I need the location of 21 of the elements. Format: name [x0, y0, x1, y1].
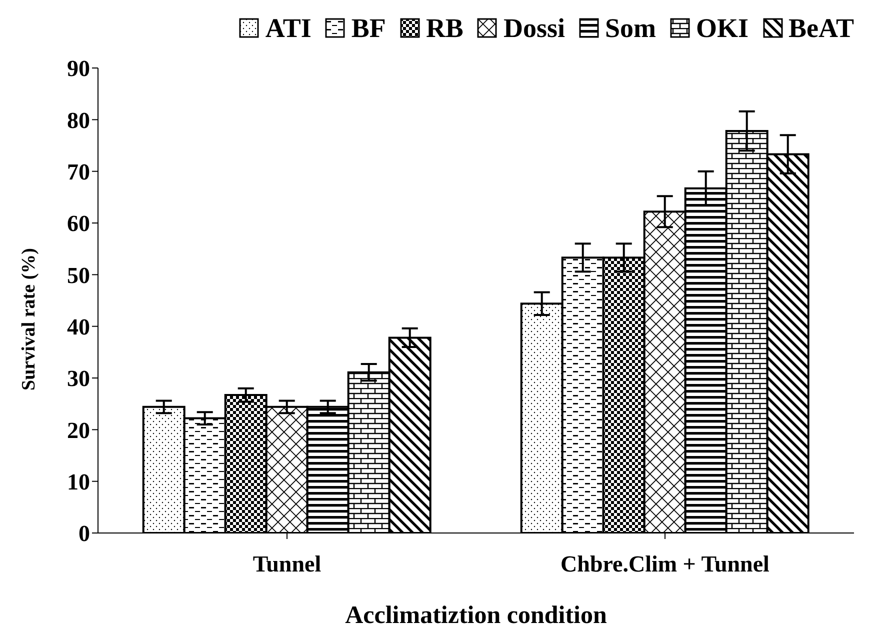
y-tick-label: 90 — [67, 56, 90, 82]
y-tick-label: 20 — [67, 418, 90, 443]
y-tick-label: 60 — [67, 211, 90, 236]
x-tick-label: Tunnel — [252, 551, 322, 576]
y-tick-label: 80 — [67, 108, 90, 133]
y-tick-label: 40 — [67, 314, 90, 340]
legend-label: RB — [426, 12, 464, 44]
y-tick-label: 50 — [67, 262, 90, 288]
y-tick-label: 0 — [78, 521, 90, 546]
y-tick-label: 70 — [67, 160, 90, 184]
legend-label: BF — [351, 12, 386, 44]
x-tick-label: Chbre.Clim + Tunnel — [560, 551, 770, 576]
legend-label: Som — [604, 12, 656, 44]
legend-label: Dossi — [503, 12, 565, 44]
y-axis-title: Survival rate (%) — [18, 248, 40, 390]
x-axis-title: Acclimatiztion condition — [345, 602, 607, 629]
legend-label: OKI — [696, 12, 748, 44]
legend-label: ATI — [265, 12, 312, 44]
y-tick-label: 30 — [67, 366, 90, 392]
legend-label: BeAT — [788, 12, 854, 44]
y-tick-label: 10 — [67, 470, 90, 494]
